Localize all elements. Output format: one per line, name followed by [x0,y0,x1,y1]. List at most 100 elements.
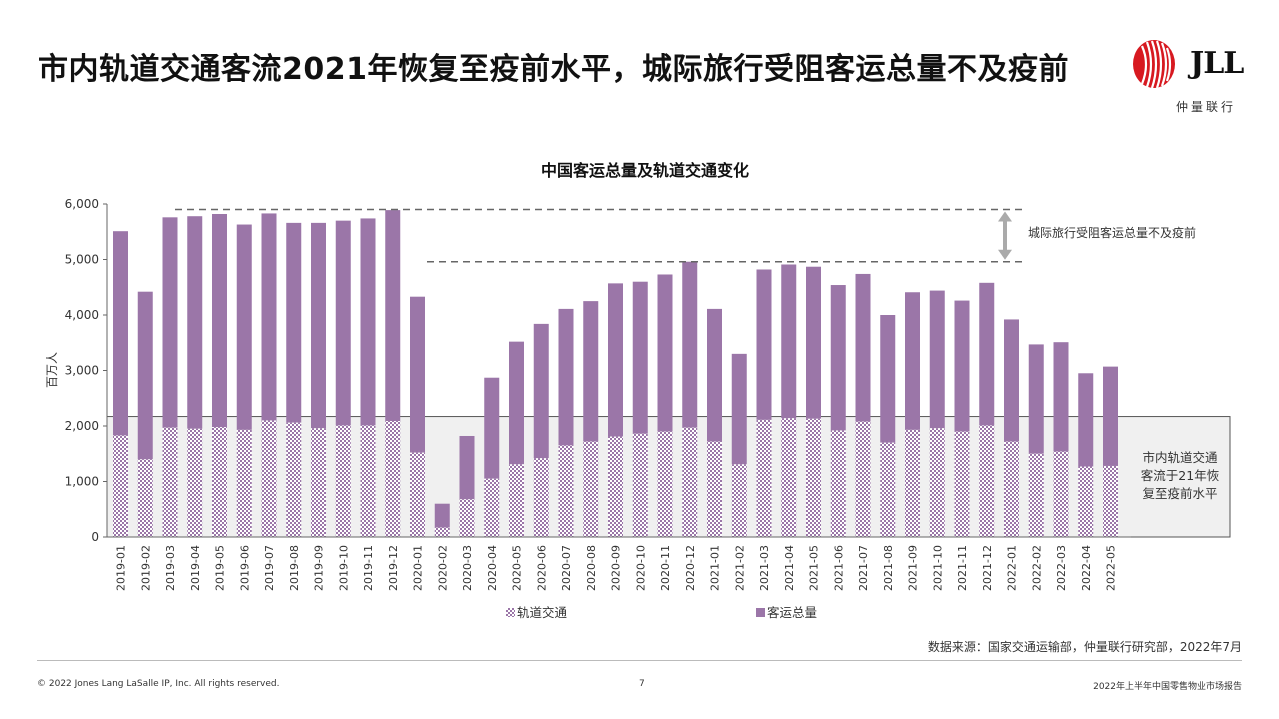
bar-total-2021-07 [855,273,871,422]
bar-rail-2020-05 [509,464,524,537]
bar-total-2021-11 [954,300,970,432]
bar-rail-2022-02 [1028,453,1044,537]
x-tick-label: 2020-03 [461,545,474,591]
x-tick-label: 2020-11 [659,545,672,591]
x-tick-label: 2021-07 [857,545,870,591]
y-tick-label: 6,000 [65,197,99,211]
bar-rail-2022-01 [1004,441,1019,537]
x-tick-label: 2022-03 [1055,545,1068,591]
legend-label-total: 客运总量 [767,605,817,620]
bar-rail-2020-08 [583,441,599,537]
x-tick-label: 2020-05 [511,545,524,591]
bar-total-2020-05 [509,341,524,465]
bar-total-2021-05 [806,266,821,419]
y-tick-label: 2,000 [65,419,99,433]
page-number: 7 [639,679,645,689]
bar-rail-2021-11 [954,431,970,537]
report-name: 2022年上半年中国零售物业市场报告 [1093,682,1242,692]
bar-rail-2021-03 [756,419,772,537]
bar-total-2019-11 [360,218,376,426]
bar-rail-2019-02 [137,459,153,537]
y-tick-label: 3,000 [65,364,99,378]
bar-rail-2022-04 [1078,466,1094,537]
x-tick-label: 2019-12 [387,545,400,591]
bar-rail-2020-10 [632,433,648,537]
x-tick-label: 2020-06 [535,545,548,591]
x-tick-label: 2022-04 [1080,545,1093,591]
x-tick-label: 2021-10 [931,545,944,591]
bar-total-2020-11 [657,274,673,432]
jll-logo-mark [1133,40,1175,89]
x-tick-label: 2021-08 [882,545,895,591]
bar-total-2021-03 [756,269,772,420]
bar-total-2021-02 [731,353,747,465]
bar-rail-2022-03 [1053,451,1069,537]
x-tick-label: 2020-02 [436,545,449,591]
x-tick-label: 2019-01 [115,545,128,591]
x-tick-label: 2020-09 [610,545,623,591]
bar-total-2022-01 [1004,319,1019,442]
bar-total-2019-12 [385,210,401,422]
bar-rail-2020-03 [459,499,475,537]
bar-total-2021-12 [979,282,995,426]
rail-annotation-line: 市内轨道交通 [1142,450,1218,465]
bar-total-2019-05 [212,213,227,428]
bar-total-2019-07 [261,213,277,421]
bar-total-2019-01 [113,231,128,436]
bar-rail-2021-06 [830,430,846,537]
x-tick-label: 2019-03 [164,545,177,591]
bar-rail-2020-01 [410,452,425,537]
bar-rail-2020-11 [657,431,673,537]
bar-rail-2020-04 [484,478,500,537]
bar-rail-2019-08 [286,422,302,537]
copyright: © 2022 Jones Lang LaSalle IP, Inc. All r… [37,679,280,689]
bar-rail-2019-12 [385,421,401,537]
legend-label-rail: 轨道交通 [517,605,568,620]
bar-total-2019-03 [162,217,178,428]
bar-total-2021-01 [707,308,722,442]
y-tick-label: 1,000 [65,475,99,489]
bar-total-2019-09 [311,222,326,429]
x-tick-label: 2019-02 [139,545,152,591]
bar-rail-2020-02 [434,527,450,537]
legend-swatch-total [756,608,765,617]
bar-total-2020-10 [632,281,648,434]
gap-arrow-up-head [998,211,1012,222]
bar-total-2020-04 [484,377,500,479]
x-tick-label: 2020-10 [634,545,647,591]
jll-logo: JLL 仲量联行 [1128,36,1244,114]
bar-total-2020-06 [533,323,549,459]
x-tick-label: 2020-08 [585,545,598,591]
bar-rail-2019-03 [162,427,178,537]
y-tick-label: 5,000 [65,253,99,267]
bar-total-2019-06 [236,224,252,430]
bar-total-2021-04 [781,264,797,419]
bar-rail-2021-08 [880,442,896,537]
bar-rail-2019-09 [311,428,326,537]
bar-rail-2019-11 [360,425,376,537]
x-tick-label: 2019-05 [214,545,227,591]
x-tick-label: 2019-06 [238,545,251,591]
y-tick-label: 4,000 [65,308,99,322]
logo-text: JLL [1190,46,1244,81]
bar-rail-2020-09 [608,436,623,537]
bar-rail-2019-07 [261,420,277,537]
bar-rail-2021-01 [707,441,722,537]
x-tick-label: 2020-04 [486,545,499,591]
rail-annotation-line: 复至疫前水平 [1142,486,1217,501]
bar-rail-2021-09 [905,429,920,537]
bar-total-2021-09 [905,292,920,430]
x-tick-label: 2020-07 [560,545,573,591]
x-tick-label: 2021-05 [808,545,821,591]
x-tick-label: 2021-06 [832,545,845,591]
x-tick-label: 2022-02 [1030,545,1043,591]
bar-rail-2020-12 [682,427,698,537]
bar-total-2020-01 [410,296,425,453]
bar-rail-2021-05 [806,418,821,537]
bar-total-2022-02 [1028,344,1044,454]
x-tick-label: 2019-04 [189,545,202,591]
bar-total-2019-04 [187,216,203,429]
intercity-annotation: 城际旅行受阻客运总量不及疫前 [1028,225,1196,240]
bar-total-2020-02 [434,503,450,528]
